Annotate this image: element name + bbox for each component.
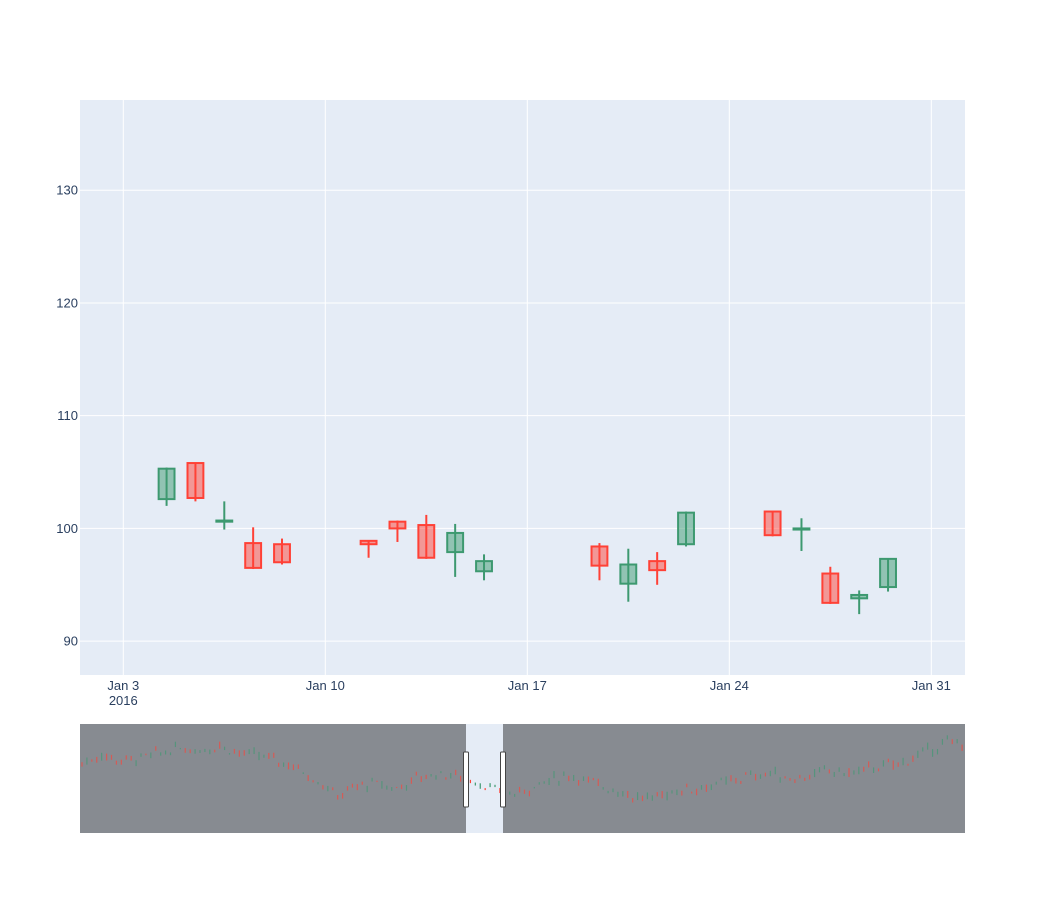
y-tick-label: 120 <box>56 295 78 310</box>
candle[interactable] <box>879 557 897 592</box>
x-tick-label: Jan 24 <box>710 678 749 693</box>
candle[interactable] <box>446 523 465 577</box>
candle-body <box>763 510 782 537</box>
candle-body <box>244 542 263 569</box>
rangeslider-handle-left[interactable] <box>463 751 469 808</box>
candle-body <box>677 511 695 546</box>
candle-body <box>157 467 176 501</box>
x-tick-label: Jan 31 <box>912 678 951 693</box>
candle-body <box>359 539 378 546</box>
candle-body <box>792 527 811 531</box>
candle[interactable] <box>157 467 176 506</box>
rangeslider-background <box>80 724 965 833</box>
rangeslider-window <box>466 724 503 833</box>
candle[interactable] <box>792 518 811 551</box>
y-tick-label: 110 <box>57 408 78 423</box>
rangeslider-mask-left <box>80 724 466 833</box>
candle[interactable] <box>763 510 782 537</box>
x-tick-sublabel: 2016 <box>109 693 138 708</box>
x-tick-label: Jan 10 <box>306 678 345 693</box>
y-tick-label: 90 <box>64 634 78 649</box>
plot-area[interactable] <box>80 100 965 675</box>
candle-body <box>186 462 205 499</box>
candle[interactable] <box>475 554 493 581</box>
rangeslider-handle-right[interactable] <box>500 751 506 808</box>
candle-body <box>215 519 234 523</box>
y-tick-label: 100 <box>56 521 78 536</box>
candle[interactable] <box>417 514 436 559</box>
candle-body <box>388 520 407 530</box>
candle-body <box>850 593 869 600</box>
candle[interactable] <box>244 527 263 570</box>
y-tick-label: 130 <box>56 183 78 198</box>
candle-body <box>273 543 291 564</box>
candle[interactable] <box>215 501 234 530</box>
candle-body <box>879 557 897 589</box>
x-tick-label: Jan 3 <box>107 678 139 693</box>
gridlines <box>80 100 965 675</box>
candles <box>157 462 983 615</box>
candle-body <box>417 524 436 559</box>
candle[interactable] <box>648 552 667 585</box>
candle[interactable] <box>967 566 983 581</box>
candle-body <box>446 531 465 554</box>
candle[interactable] <box>359 539 378 558</box>
rangeslider-mask-right <box>503 724 965 833</box>
x-tick-label: Jan 17 <box>508 678 547 693</box>
range-slider[interactable] <box>80 724 965 833</box>
candle[interactable] <box>388 520 407 542</box>
candle-body <box>967 568 983 570</box>
candle[interactable] <box>273 538 291 565</box>
candle[interactable] <box>821 566 840 604</box>
y-axis-ticks: 90 100 110 120 130 <box>56 183 78 649</box>
candle[interactable] <box>850 590 869 615</box>
candle[interactable] <box>590 543 609 581</box>
candle-body <box>590 545 609 567</box>
candle-body <box>619 563 638 585</box>
candle[interactable] <box>186 462 205 502</box>
candle[interactable] <box>619 548 638 602</box>
candle[interactable] <box>677 511 695 547</box>
candle-body <box>475 560 493 573</box>
candle-body <box>821 572 840 604</box>
candle-body <box>648 560 667 572</box>
